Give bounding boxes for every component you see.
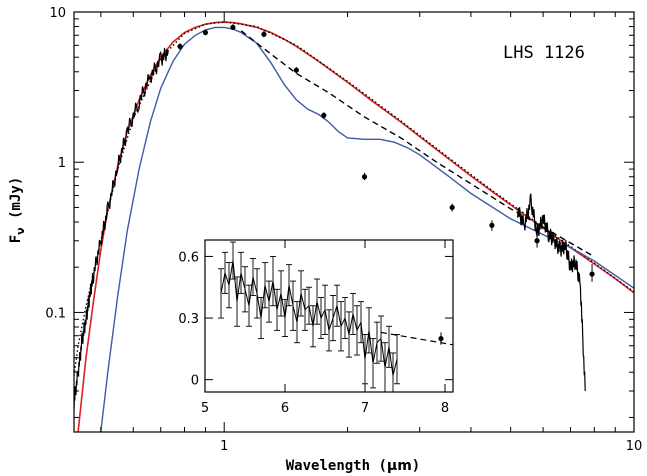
inset-y-tick-label: 0 <box>191 374 199 389</box>
data-point <box>230 24 236 30</box>
inset-y-tick-label: 0.6 <box>178 250 199 265</box>
data-point <box>589 271 595 277</box>
series-irs_spectrum <box>517 193 586 392</box>
data-point <box>177 43 183 50</box>
y-axis-title-unit: (mJy) <box>8 177 24 228</box>
data-point <box>534 238 540 244</box>
data-point <box>361 174 368 180</box>
data-point <box>293 67 299 73</box>
x-tick-label: 10 <box>626 439 643 454</box>
x-axis-title-main: Wavelength ( <box>286 458 387 474</box>
x-axis-title-close: ) <box>412 458 420 474</box>
data-point <box>321 112 327 118</box>
main-points-group <box>177 24 595 282</box>
inset-x-tick-label: 8 <box>441 401 449 416</box>
inset-x-tick-label: 6 <box>281 401 289 416</box>
inset-x-tick-label: 7 <box>361 401 369 416</box>
main-plot-area <box>73 11 635 433</box>
series-spectrum <box>74 47 169 411</box>
y-tick-label: 1 <box>58 156 66 171</box>
x-tick-label: 1 <box>220 439 228 454</box>
data-point <box>449 204 455 211</box>
y-tick-label: 0.1 <box>45 306 66 321</box>
series-blue_model <box>100 26 634 432</box>
y-axis-title: Fν (mJy) <box>8 177 27 244</box>
annotation-label: LHS 1126 <box>503 43 585 63</box>
data-point <box>261 31 267 37</box>
y-axis-title-sub: ν <box>14 227 27 235</box>
x-axis-title: Wavelength (μm) <box>286 458 420 474</box>
main-frame-rect <box>73 11 635 433</box>
y-axis-title-main: F <box>8 235 24 243</box>
inset-series-group <box>218 241 453 392</box>
inset-data-point <box>438 335 444 342</box>
inset-plot: 5 6 7 8 0 0.3 0.6 <box>178 239 454 416</box>
inset-y-tick-label: 0.3 <box>178 312 199 327</box>
data-point <box>489 222 495 228</box>
inset-x-tick-label: 5 <box>201 401 209 416</box>
x-axis-title-unit: μm <box>387 458 412 474</box>
main-series-group <box>74 21 634 432</box>
data-point <box>202 29 209 36</box>
y-tick-label: 10 <box>49 6 66 21</box>
inset-frame <box>204 239 454 393</box>
